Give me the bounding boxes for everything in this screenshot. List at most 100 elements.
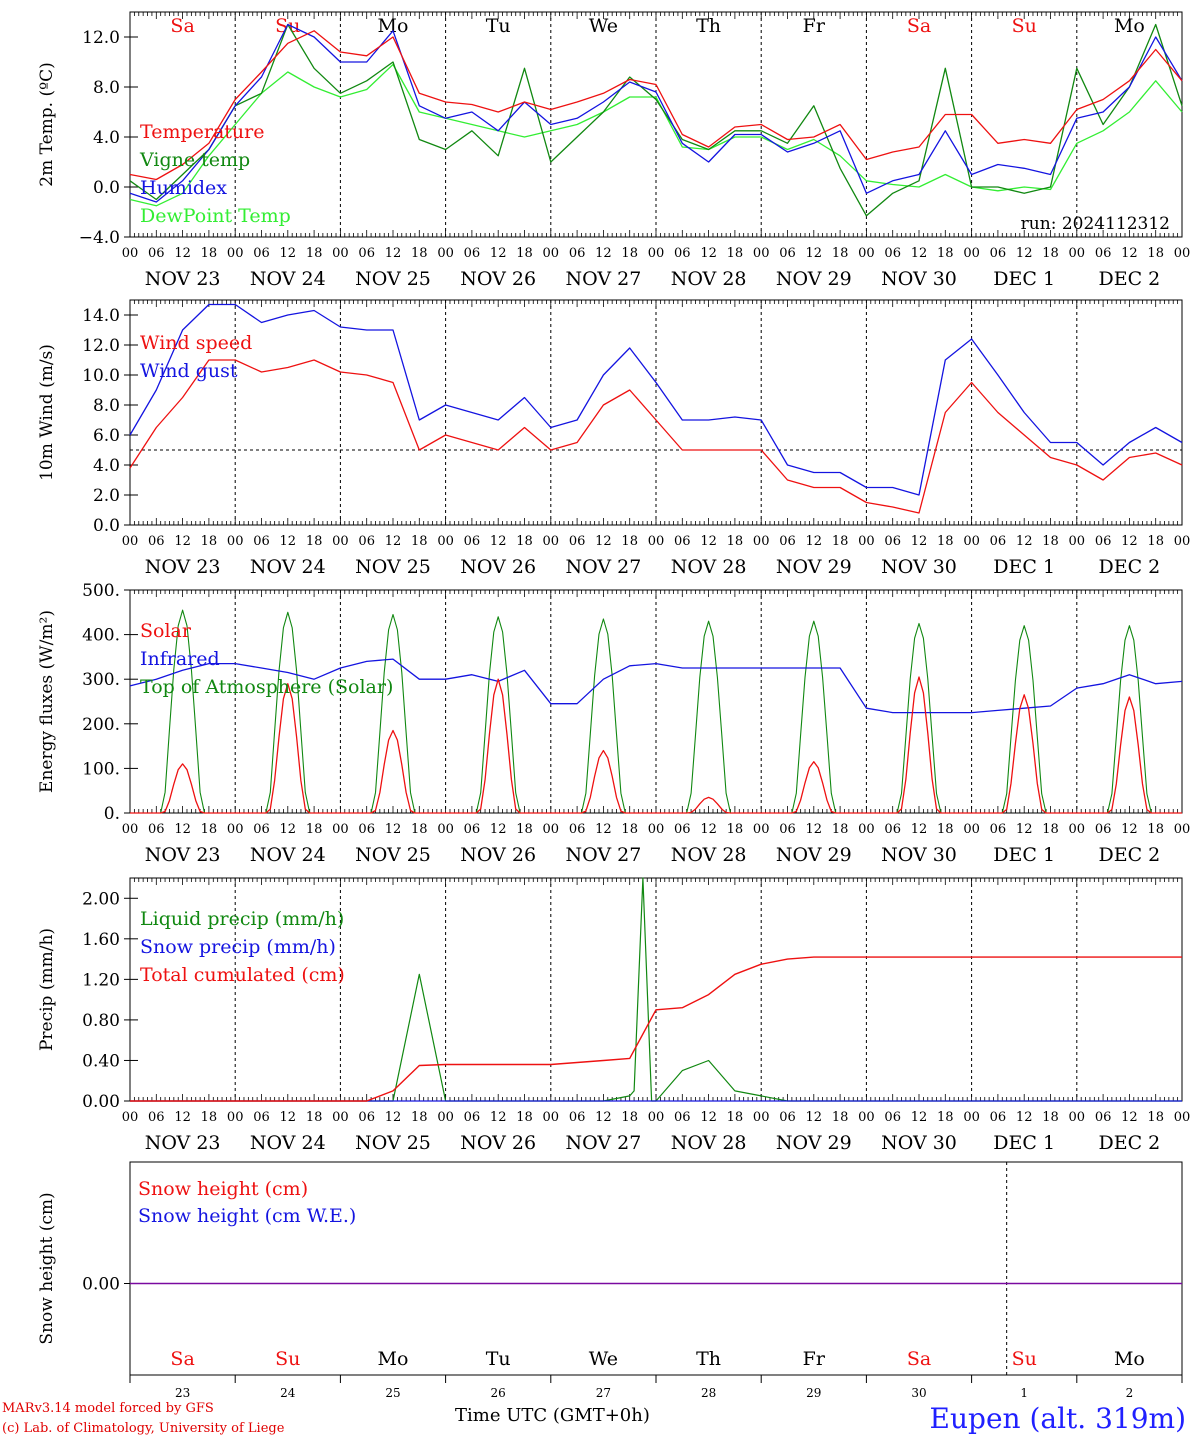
y-tick-label: 12.0 [82,336,120,356]
x-hour-label: 12 [280,534,297,549]
x-date-label: DEC 2 [1099,1132,1161,1154]
x-hour-label: 18 [1042,534,1059,549]
x-date-label: NOV 27 [565,268,641,290]
day-number-label: 29 [806,1386,821,1400]
x-hour-label: 12 [280,822,297,837]
x-hour-label: 18 [201,1110,218,1125]
x-date-label: NOV 27 [565,844,641,866]
x-hour-label: 12 [700,246,717,261]
series-line-blue [129,303,1183,496]
credit-line-1: MARv3.14 model forced by GFS [2,1401,214,1416]
x-hour-label: 12 [595,1110,612,1125]
x-hour-label: 12 [490,822,507,837]
x-hour-label: 00 [648,534,665,549]
y-tick-label: 8.0 [93,396,120,416]
y-axis-label: Precip (mm/h) [37,928,57,1051]
x-hour-label: 18 [411,246,428,261]
x-hour-label: 18 [727,246,744,261]
x-hour-label: 00 [1069,246,1086,261]
day-name-label: Sa [907,1348,931,1370]
x-hour-label: 12 [806,246,823,261]
day-name-label: Mo [1114,1348,1145,1370]
x-hour-label: 06 [358,534,375,549]
x-hour-label: 00 [1069,1110,1086,1125]
y-tick-label: −4.0 [79,228,120,248]
x-date-label: NOV 23 [145,1132,221,1154]
x-hour-label: 00 [122,822,139,837]
series-line-blue [129,23,1183,203]
x-hour-label: 12 [911,822,928,837]
y-tick-label: 0.00 [82,1092,120,1112]
x-hour-label: 00 [122,1110,139,1125]
x-hour-label: 00 [648,246,665,261]
day-name-label: Su [1012,1348,1037,1370]
x-date-label: NOV 30 [881,268,957,290]
x-hour-label: 18 [937,534,954,549]
x-hour-label: 18 [937,1110,954,1125]
y-tick-label: 0.00 [82,1275,120,1295]
x-hour-label: 00 [648,822,665,837]
day-number-label: 30 [911,1386,926,1400]
x-date-label: DEC 1 [993,268,1055,290]
x-hour-label: 06 [779,1110,796,1125]
series-line-green [129,23,1183,217]
x-date-label: NOV 24 [250,556,326,578]
day-number-label: 24 [280,1386,296,1400]
x-hour-label: 18 [411,822,428,837]
x-hour-label: 00 [1174,822,1191,837]
legend-entry: Temperature [140,121,264,143]
x-date-label: NOV 28 [671,844,747,866]
x-hour-label: 18 [1042,822,1059,837]
legend-entry: Wind speed [140,332,252,354]
x-hour-label: 06 [358,1110,375,1125]
panel-2: 0.0 2.0 4.0 6.0 8.0 10.0 12.0 14.0 10m Wind (m/s… [37,299,1190,578]
credit-line-2: (c) Lab. of Climatology, University of L… [2,1421,285,1436]
x-hour-label: 12 [595,822,612,837]
x-hour-label: 00 [963,534,980,549]
legend-entry: Total cumulated (cm) [140,964,345,986]
x-hour-label: 00 [648,1110,665,1125]
x-hour-label: 00 [543,1110,560,1125]
day-number-label: 26 [491,1386,506,1400]
x-date-label: NOV 27 [565,556,641,578]
legend-entry: Top of Atmosphere (Solar) [140,676,393,698]
legend-entry: Vigne temp [139,149,250,171]
x-date-label: DEC 1 [993,1132,1055,1154]
x-hour-label: 00 [122,246,139,261]
x-hour-label: 06 [990,1110,1007,1125]
legend-entry: DewPoint Temp [140,205,291,227]
x-hour-label: 00 [963,246,980,261]
x-hour-label: 06 [569,534,586,549]
x-hour-label: 12 [174,1110,191,1125]
y-tick-label: 2.00 [82,889,120,909]
x-hour-label: 12 [1016,246,1033,261]
x-hour-label: 00 [437,534,454,549]
x-hour-label: 18 [621,822,638,837]
x-hour-label: 06 [884,822,901,837]
x-hour-label: 12 [595,534,612,549]
panel-3: 0. 100. 200. 300. 400. 500. Energy fluxes (W/m… [37,581,1190,866]
x-hour-label: 06 [990,822,1007,837]
series-line-total [130,956,1182,1102]
x-date-label: DEC 2 [1099,268,1161,290]
day-name-label: Sa [170,1348,194,1370]
x-hour-label: 18 [727,1110,744,1125]
x-hour-label: 06 [253,246,270,261]
x-hour-label: 12 [806,534,823,549]
x-hour-label: 00 [753,246,770,261]
x-hour-label: 06 [674,822,691,837]
x-hour-label: 06 [358,822,375,837]
x-hour-label: 18 [306,822,323,837]
x-hour-label: 06 [464,534,481,549]
x-hour-label: 18 [201,822,218,837]
x-hour-label: 12 [1121,822,1138,837]
x-hour-label: 00 [858,822,875,837]
x-date-label: NOV 29 [776,268,852,290]
x-hour-label: 06 [148,1110,165,1125]
x-hour-label: 00 [1069,534,1086,549]
legend-entry: Snow precip (mm/h) [140,936,336,958]
x-date-label: NOV 25 [355,844,431,866]
series-line-red [129,359,1183,514]
x-hour-label: 18 [937,246,954,261]
legend-entry: Liquid precip (mm/h) [140,908,344,930]
